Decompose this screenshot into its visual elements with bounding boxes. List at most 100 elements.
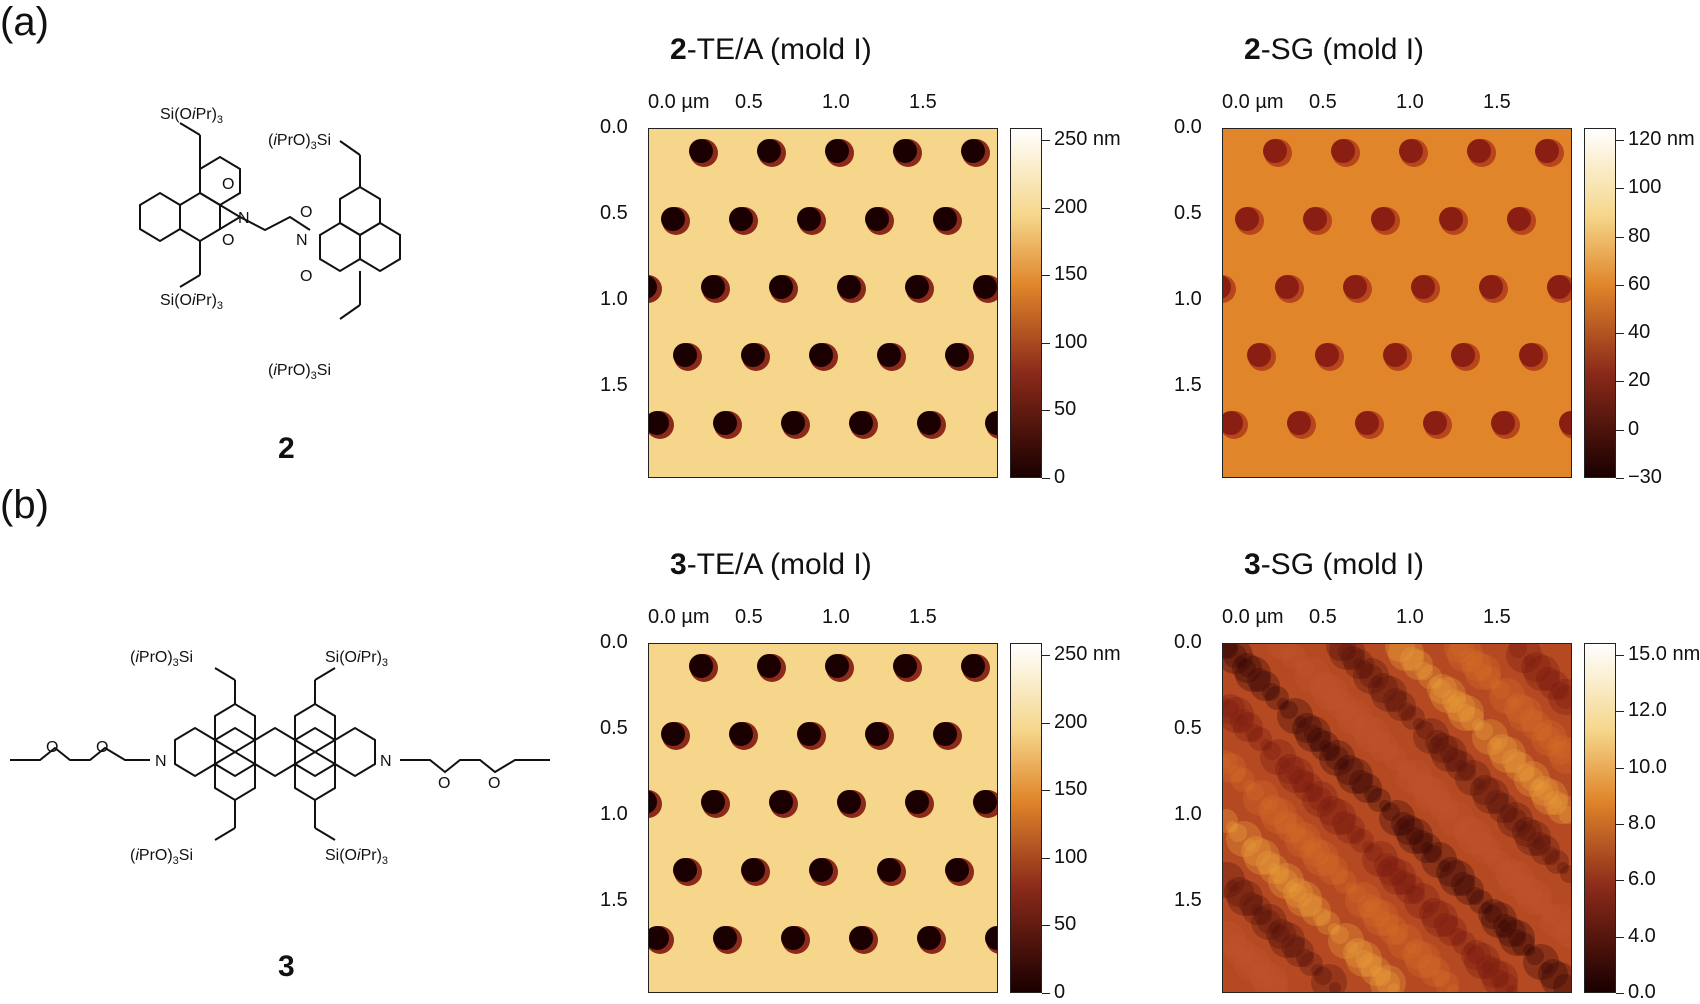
svg-text:N: N — [155, 753, 167, 770]
molecule-2-structure: Si(OiPr)3 (iPrO)3Si Si(OiPr)3 (iPrO)3Si … — [139, 106, 401, 382]
molecule-3-structure: (iPrO)3Si Si(OiPr)3 (iPrO)3Si Si(OiPr)3 … — [10, 649, 550, 867]
afm-title-b1: 3-SG (mold I) — [1244, 548, 1424, 582]
colorbar-mark-a1-5 — [1616, 381, 1624, 383]
afm-title-bold-b1: 3 — [1244, 548, 1261, 581]
colorbar-mark-b0-5 — [1042, 993, 1050, 994]
y-tick-b1-1: 0.5 — [1174, 717, 1202, 739]
colorbar-tick-b1-4: 6.0 — [1628, 868, 1656, 891]
colorbar-tick-a1-2: 80 — [1628, 224, 1651, 247]
colorbar-tick-b1-6: 0.0 — [1628, 981, 1656, 1003]
svg-text:O: O — [300, 268, 312, 285]
svg-text:O: O — [300, 204, 312, 221]
colorbar-mark-a0-4 — [1042, 410, 1050, 412]
colorbar-tick-a1-5: 20 — [1628, 369, 1651, 392]
x-tick-a0-0: 0.0 µm — [648, 91, 710, 113]
afm-title-a0: 2-TE/A (mold I) — [670, 33, 872, 67]
colorbar-tick-b1-1: 12.0 — [1628, 699, 1667, 722]
y-tick-b0-3: 1.5 — [600, 889, 628, 911]
x-tick-b1-2: 1.0 — [1396, 606, 1424, 628]
y-tick-a1-3: 1.5 — [1174, 374, 1202, 396]
x-tick-a0-2: 1.0 — [822, 91, 850, 113]
colorbar-mark-a0-2 — [1042, 275, 1050, 277]
afm-title-rest-a0: -TE/A (mold I) — [686, 33, 872, 66]
colorbar-mark-a1-6 — [1616, 429, 1624, 431]
colorbar-mark-b1-6 — [1616, 993, 1624, 994]
colorbar-mark-a1-7 — [1616, 478, 1624, 479]
colorbar-mark-b0-2 — [1042, 790, 1050, 792]
y-tick-b0-0: 0.0 — [600, 631, 628, 653]
colorbar-tick-a1-4: 40 — [1628, 321, 1651, 344]
x-tick-a1-2: 1.0 — [1396, 91, 1424, 113]
svg-text:Si(OiPr)3: Si(OiPr)3 — [325, 847, 388, 867]
afm-title-rest-b0: -TE/A (mold I) — [686, 548, 872, 581]
x-tick-a0-3: 1.5 — [909, 91, 937, 113]
colorbar-tick-a0-2: 150 — [1054, 263, 1088, 286]
x-tick-b0-3: 1.5 — [909, 606, 937, 628]
colorbar-tick-a0-1: 200 — [1054, 195, 1088, 218]
svg-text:O: O — [46, 739, 58, 756]
svg-text:Si(OiPr)3: Si(OiPr)3 — [325, 649, 388, 669]
colorbar-mark-a1-3 — [1616, 284, 1624, 286]
colorbar-mark-a1-1 — [1616, 188, 1624, 190]
colorbar-tick-b0-4: 50 — [1054, 913, 1077, 936]
panel-a-label: (a) — [0, 0, 49, 44]
svg-text:Si(OiPr)3: Si(OiPr)3 — [160, 106, 223, 126]
y-tick-a0-1: 0.5 — [600, 202, 628, 224]
y-tick-b1-0: 0.0 — [1174, 631, 1202, 653]
colorbar-tick-b1-3: 8.0 — [1628, 812, 1656, 834]
colorbar-tick-b0-3: 100 — [1054, 845, 1088, 868]
svg-text:O: O — [96, 739, 108, 756]
svg-text:(iPrO)3Si: (iPrO)3Si — [268, 362, 331, 382]
svg-text:(iPrO)3Si: (iPrO)3Si — [268, 132, 331, 152]
x-tick-b0-0: 0.0 µm — [648, 606, 710, 628]
y-tick-a1-2: 1.0 — [1174, 288, 1202, 310]
y-tick-a0-0: 0.0 — [600, 116, 628, 138]
svg-text:N: N — [238, 210, 250, 227]
afm-image-b0 — [648, 643, 998, 993]
y-tick-a1-1: 0.5 — [1174, 202, 1202, 224]
svg-text:O: O — [438, 775, 450, 792]
afm-title-b0: 3-TE/A (mold I) — [670, 548, 872, 582]
afm-title-rest-a1: -SG (mold I) — [1260, 33, 1425, 66]
svg-text:O: O — [488, 775, 500, 792]
x-tick-a1-3: 1.5 — [1483, 91, 1511, 113]
colorbar-tick-a1-3: 60 — [1628, 272, 1651, 295]
panel-b-label: (b) — [0, 483, 49, 527]
x-tick-b1-1: 0.5 — [1309, 606, 1337, 628]
colorbar-mark-b0-1 — [1042, 722, 1050, 724]
x-tick-b1-0: 0.0 µm — [1222, 606, 1284, 628]
colorbar-tick-a1-0: 120 nm — [1628, 128, 1695, 150]
x-tick-b0-2: 1.0 — [822, 606, 850, 628]
afm-image-b1 — [1222, 643, 1572, 993]
colorbar-tick-a0-4: 50 — [1054, 398, 1077, 421]
colorbar-tick-a1-7: −30 — [1628, 466, 1662, 488]
colorbar-tick-b0-5: 0 — [1054, 981, 1066, 1003]
svg-text:N: N — [296, 232, 308, 249]
colorbar-mark-b1-2 — [1616, 767, 1624, 769]
colorbar-mark-a1-4 — [1616, 333, 1624, 335]
y-tick-a0-2: 1.0 — [600, 288, 628, 310]
colorbar-mark-a0-0 — [1042, 140, 1050, 141]
colorbar-mark-b0-4 — [1042, 925, 1050, 927]
colorbar-tick-b0-2: 150 — [1054, 778, 1088, 801]
colorbar-tick-b1-2: 10.0 — [1628, 755, 1667, 778]
x-tick-a1-1: 0.5 — [1309, 91, 1337, 113]
colorbar-b0 — [1010, 643, 1042, 993]
svg-text:N: N — [380, 753, 392, 770]
colorbar-tick-a0-0: 250 nm — [1054, 128, 1121, 150]
colorbar-mark-a0-1 — [1042, 207, 1050, 209]
colorbar-mark-b1-5 — [1616, 936, 1624, 938]
y-tick-b1-2: 1.0 — [1174, 803, 1202, 825]
compound-label-2: 2 — [278, 432, 295, 465]
afm-title-bold-a1: 2 — [1244, 33, 1261, 66]
colorbar-tick-a1-1: 100 — [1628, 176, 1662, 199]
colorbar-tick-a0-3: 100 — [1054, 330, 1088, 353]
colorbar-mark-b1-4 — [1616, 880, 1624, 882]
colorbar-b1 — [1584, 643, 1616, 993]
colorbar-mark-b0-3 — [1042, 857, 1050, 859]
y-tick-b0-2: 1.0 — [600, 803, 628, 825]
colorbar-mark-b1-0 — [1616, 655, 1624, 656]
y-tick-a0-3: 1.5 — [600, 374, 628, 396]
afm-title-rest-b1: -SG (mold I) — [1260, 548, 1425, 581]
colorbar-mark-b1-1 — [1616, 711, 1624, 713]
